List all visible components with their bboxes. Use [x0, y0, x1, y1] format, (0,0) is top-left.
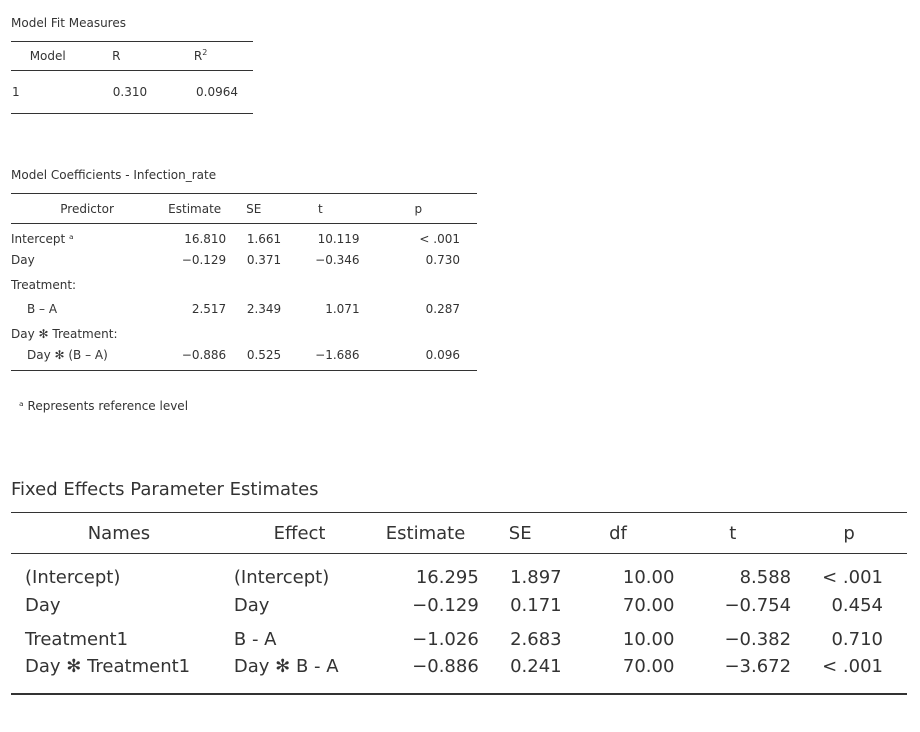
cell-effect: Day ✻ B - A: [233, 656, 339, 677]
table-row: 1 0.310 0.0964: [11, 71, 253, 114]
cell-se: 0.241: [510, 656, 562, 677]
cell-p: 0.710: [831, 628, 883, 650]
cell-p: 0.730: [425, 253, 460, 268]
cell-estimate: −0.129: [412, 594, 479, 616]
table-row: Day ✻ (B – A) −0.886 0.525 −1.686 0.096: [11, 346, 477, 371]
fixed-effects-title: Fixed Effects Parameter Estimates: [11, 479, 319, 500]
column-header-p: p: [414, 201, 423, 216]
r-squared-base: R: [193, 49, 203, 63]
cell-t: 8.588: [739, 567, 792, 588]
cell-t: −0.346: [315, 253, 360, 268]
cell-t: [281, 322, 359, 347]
column-header-effect: Effect: [273, 522, 326, 544]
cell-predictor: B – A: [27, 302, 58, 317]
cell-se: 1.897: [510, 567, 562, 588]
cell-t: 1.071: [325, 302, 360, 317]
cell-se: [226, 273, 281, 298]
cell-p: [360, 273, 477, 298]
column-header-r-squared: R2: [148, 42, 253, 71]
table-row: B – A 2.517 2.349 1.071 0.287: [11, 297, 477, 322]
cell-t: −0.382: [724, 628, 792, 650]
r-squared-superscript: 2: [202, 48, 208, 57]
column-header-df: df: [609, 522, 627, 544]
cell-t: −0.754: [724, 594, 792, 616]
table-row: (Intercept) (Intercept) 16.295 1.897 10.…: [11, 554, 907, 588]
column-header-p: p: [843, 522, 855, 544]
cell-estimate: [163, 273, 226, 298]
cell-effect: B - A: [233, 628, 277, 650]
table-row: Treatment1 B - A −1.026 2.683 10.00 −0.3…: [11, 622, 907, 656]
fixed-effects-table: Names Effect Estimate SE df t p (Interce…: [11, 512, 907, 695]
cell-se: 0.171: [510, 594, 562, 616]
cell-r-squared: 0.0964: [196, 85, 238, 99]
cell-p: < .001: [419, 232, 460, 246]
model-fit-title: Model Fit Measures: [11, 16, 126, 30]
cell-se: 0.525: [246, 348, 282, 362]
table-row: Day ✻ Treatment1 Day ✻ B - A −0.886 0.24…: [11, 656, 907, 694]
cell-effect: Day: [233, 594, 270, 616]
cell-estimate: [163, 322, 226, 347]
column-header-r: R: [112, 49, 121, 63]
cell-names: (Intercept): [25, 567, 121, 588]
column-header-names: Names: [87, 522, 151, 544]
cell-predictor: Treatment:: [11, 277, 77, 292]
column-header-model: Model: [29, 49, 66, 63]
cell-names: Treatment1: [25, 628, 129, 650]
cell-se: 0.371: [246, 253, 282, 268]
cell-p: 0.287: [425, 302, 460, 317]
cell-df: 70.00: [622, 594, 675, 616]
cell-se: 1.661: [246, 232, 282, 246]
column-header-se: SE: [508, 522, 532, 544]
cell-p: 0.096: [425, 348, 460, 362]
cell-predictor: Day ✻ (B – A): [27, 348, 108, 362]
table-header-row: Model R R2: [11, 41, 253, 71]
cell-estimate: −0.886: [181, 348, 227, 362]
cell-effect: (Intercept): [233, 567, 330, 588]
table-row: Day Day −0.129 0.171 70.00 −0.754 0.454: [11, 588, 907, 622]
cell-se: 2.683: [510, 628, 562, 650]
table-row: Day −0.129 0.371 −0.346 0.730: [11, 248, 477, 273]
reference-level-note: ᵃ Represents reference level: [19, 399, 189, 413]
cell-p: 0.454: [831, 594, 883, 616]
table-row: Day ✻ Treatment:: [11, 322, 477, 347]
cell-names: Day ✻ Treatment1: [25, 656, 191, 677]
cell-predictor: Intercept ᵃ: [11, 232, 74, 246]
cell-r: 0.310: [112, 85, 148, 99]
coefficients-title: Model Coefficients - Infection_rate: [11, 168, 217, 182]
column-header-estimate: Estimate: [385, 522, 466, 544]
cell-estimate: 16.810: [184, 232, 227, 246]
model-fit-table: Model R R2 1 0.310 0.0964: [11, 41, 253, 114]
cell-estimate: −0.129: [181, 253, 227, 268]
column-header-se: SE: [246, 201, 262, 216]
cell-p: < .001: [822, 567, 883, 588]
cell-se: 2.349: [246, 302, 282, 317]
column-header-t: t: [729, 522, 737, 544]
column-header-estimate: Estimate: [168, 201, 222, 216]
cell-names: Day: [25, 594, 61, 616]
cell-df: 10.00: [622, 628, 675, 650]
cell-p: < .001: [822, 656, 883, 677]
cell-estimate: −0.886: [412, 656, 479, 677]
cell-p: [360, 322, 477, 347]
cell-df: 10.00: [622, 567, 675, 588]
cell-df: 70.00: [622, 656, 675, 677]
column-header-predictor: Predictor: [60, 201, 114, 216]
cell-t: −1.686: [315, 348, 360, 362]
cell-t: 10.119: [317, 232, 360, 246]
cell-predictor: Day: [11, 253, 35, 268]
cell-model: 1: [12, 85, 20, 99]
table-row: Treatment:: [11, 273, 477, 298]
table-header-row: Names Effect Estimate SE df t p: [11, 512, 907, 554]
cell-t: −3.672: [724, 656, 792, 677]
cell-t: [281, 273, 359, 298]
column-header-t: t: [318, 201, 323, 216]
coefficients-table: Predictor Estimate SE t p Intercept ᵃ 16…: [11, 193, 477, 371]
cell-se: [226, 322, 281, 347]
table-header-row: Predictor Estimate SE t p: [11, 193, 477, 224]
cell-estimate: 16.295: [415, 567, 479, 588]
cell-estimate: 2.517: [191, 302, 227, 317]
table-row: Intercept ᵃ 16.810 1.661 10.119 < .001: [11, 224, 477, 249]
cell-predictor: Day ✻ Treatment:: [11, 326, 118, 341]
cell-estimate: −1.026: [412, 628, 479, 650]
